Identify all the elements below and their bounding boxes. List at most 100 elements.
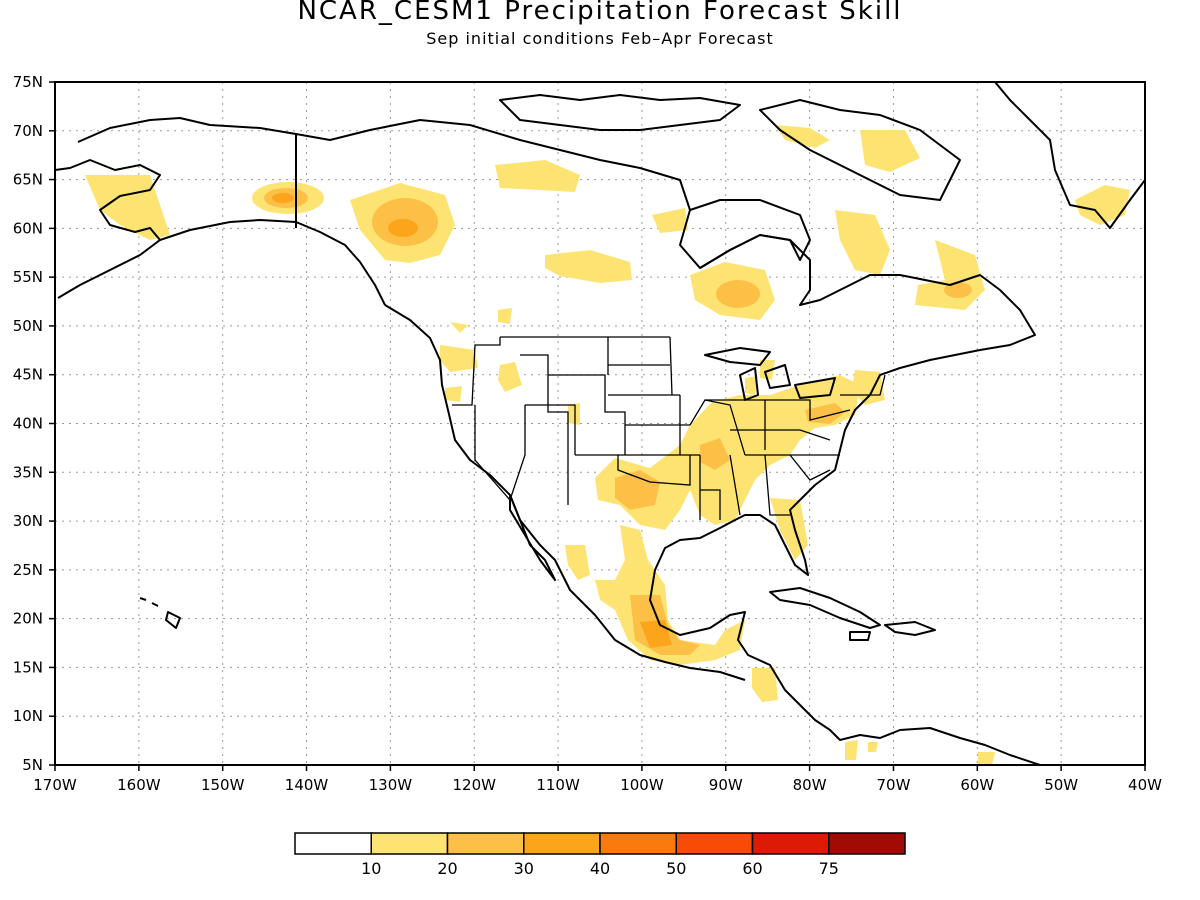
coastline [689, 199, 811, 269]
skill-area [845, 740, 858, 760]
skill-area [498, 308, 512, 324]
skill-area [450, 322, 468, 333]
map-frame [54, 81, 1146, 766]
lon-tick-label: 80W [793, 776, 827, 794]
lat-tick-label: 35N [13, 463, 43, 481]
skill-area [272, 193, 294, 203]
skill-area [716, 280, 760, 308]
map-title: NCAR_CESM1 Precipitation Forecast Skill [297, 0, 903, 26]
border [669, 336, 673, 396]
skill-area [860, 130, 920, 172]
border [548, 374, 626, 455]
lon-tick-label: 120W [452, 776, 496, 794]
lake [764, 364, 791, 389]
map-subtitle: Sep initial conditions Feb–Apr Forecast [426, 29, 774, 48]
skill-area [568, 403, 580, 425]
border [525, 404, 576, 455]
border [509, 405, 526, 501]
coastline [77, 117, 297, 143]
colorbar-label: 50 [666, 859, 686, 878]
skill-area [770, 498, 808, 560]
border [474, 405, 511, 501]
lon-tick-label: 160W [117, 776, 161, 794]
skill-area [745, 376, 758, 395]
skill-area [445, 386, 462, 402]
skill-area [495, 160, 580, 192]
lake [794, 377, 836, 399]
lat-tick-label: 20N [13, 610, 43, 628]
skill-area [775, 125, 830, 148]
lon-tick-label: 150W [201, 776, 245, 794]
lat-tick-label: 55N [13, 268, 43, 286]
coastline [759, 99, 961, 201]
skill-area [752, 668, 778, 702]
border [520, 354, 569, 505]
skill-area [868, 742, 878, 752]
skill-area [652, 208, 688, 233]
colorbar-swatch [675, 832, 754, 855]
border [764, 454, 790, 516]
skill-area [852, 370, 885, 405]
lat-tick-label: 40N [13, 415, 43, 433]
coastline [769, 587, 881, 629]
border [729, 454, 741, 516]
state-borders [452, 336, 886, 520]
colorbar-swatch [294, 832, 372, 855]
lat-tick-label: 25N [13, 561, 43, 579]
lat-tick-label: 30N [13, 512, 43, 530]
lon-tick-label: 70W [877, 776, 911, 794]
coastline [55, 159, 161, 299]
lat-tick-label: 15N [13, 658, 43, 676]
longitude-labels: 170W 160W 150W 140W 130W 120W 110W 100W 90W 80W 70… [33, 765, 1162, 794]
coastline [165, 611, 181, 629]
skill-area [615, 470, 660, 510]
lon-tick-label: 140W [285, 776, 329, 794]
skill-area [498, 362, 522, 392]
skill-area [944, 282, 972, 298]
lat-tick-label: 65N [13, 171, 43, 189]
skill-area [700, 438, 730, 470]
lon-tick-label: 50W [1044, 776, 1078, 794]
colorbar-label: 10 [361, 859, 381, 878]
coastline [509, 494, 556, 581]
colorbar: 10 20 30 40 50 60 75 [294, 832, 906, 878]
coastline [994, 82, 1145, 229]
colorbar-swatch [828, 832, 906, 855]
coastline [884, 621, 936, 636]
colorbar-swatch [751, 832, 830, 855]
lake [739, 367, 759, 401]
lon-tick-label: 170W [33, 776, 77, 794]
border [840, 374, 886, 396]
coastline [849, 631, 871, 641]
colorbar-label: 60 [742, 859, 762, 878]
lon-tick-label: 40W [1128, 776, 1162, 794]
skill-area [1075, 185, 1130, 225]
lat-tick-label: 50N [13, 317, 43, 335]
latitude-labels: 5N 10N 15N 20N 25N 30N 35N 40N 45N 50N 55N 60N 65N 70… [13, 73, 55, 774]
skill-area [545, 250, 632, 283]
colorbar-label: 20 [437, 859, 457, 878]
skill-area [565, 545, 590, 580]
skill-area [595, 525, 745, 665]
lon-tick-label: 90W [709, 776, 743, 794]
lat-tick-label: 10N [13, 707, 43, 725]
colorbar-label: 40 [590, 859, 610, 878]
colorbar-swatch [599, 832, 677, 855]
lon-tick-label: 110W [536, 776, 580, 794]
border [452, 337, 501, 406]
skill-area [595, 375, 860, 530]
lat-tick-label: 75N [13, 73, 43, 91]
coastline [159, 219, 386, 306]
colorbar-swatch [370, 832, 449, 855]
border [730, 429, 831, 441]
lake [704, 347, 771, 366]
lon-tick-label: 100W [620, 776, 664, 794]
border [789, 454, 831, 481]
skill-area [978, 752, 995, 765]
skill-area [388, 219, 418, 237]
lat-tick-label: 60N [13, 219, 43, 237]
skill-area [835, 210, 890, 275]
border [617, 455, 691, 486]
colorbar-label: 75 [819, 859, 839, 878]
